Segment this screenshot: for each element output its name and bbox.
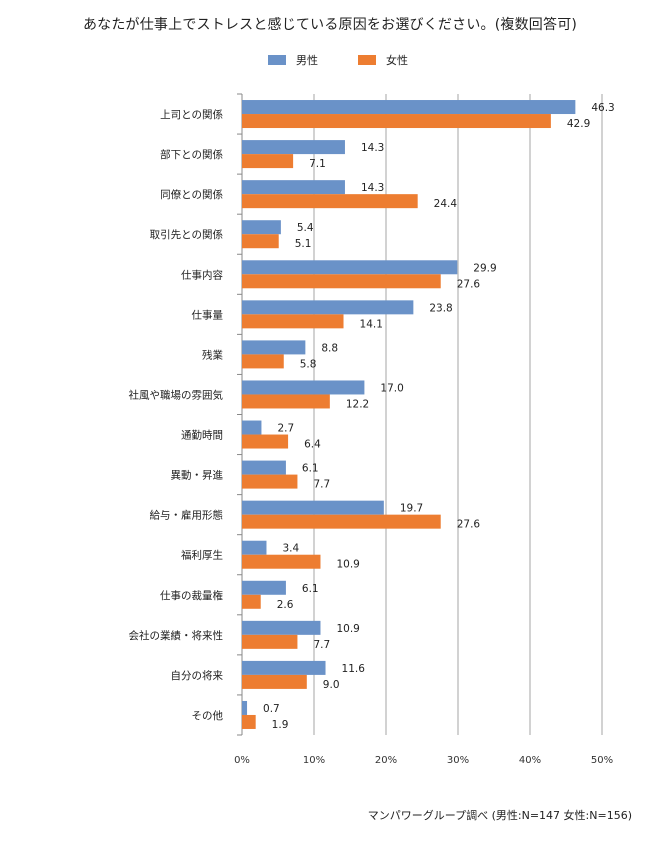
data-label-female: 2.6 — [277, 599, 294, 611]
bar-female — [242, 674, 307, 689]
category-label: 福利厚生 — [181, 549, 223, 562]
bar-female — [242, 234, 279, 249]
bar-female — [242, 514, 441, 529]
category-label: 仕事内容 — [181, 268, 223, 281]
legend: 男性 女性 — [0, 52, 660, 72]
category-label: 取引先との関係 — [150, 228, 223, 241]
bar-female — [242, 394, 330, 409]
bar-male — [242, 500, 384, 515]
bar-chart: 0% 10% 20% 30% 40% 50% 上司との関係 46.342.9 部下との関係 14.… — [129, 93, 615, 766]
bar-female — [242, 634, 298, 649]
data-label-female: 7.7 — [313, 479, 330, 491]
data-label-female: 1.9 — [272, 719, 289, 731]
bar-male — [242, 660, 326, 675]
data-label-female: 5.1 — [295, 238, 312, 250]
bar-female — [242, 594, 261, 609]
data-label-female: 14.1 — [360, 318, 383, 330]
data-label-female: 12.2 — [346, 398, 369, 410]
data-label-male: 5.4 — [297, 222, 314, 234]
data-label-female: 24.4 — [434, 198, 458, 210]
category-label: 給与・雇用形態 — [150, 509, 224, 522]
category-label: 部下との関係 — [160, 148, 223, 161]
category-label: その他 — [192, 709, 224, 722]
data-label-male: 23.8 — [429, 302, 452, 314]
data-label-male: 29.9 — [473, 262, 496, 274]
x-tick-label: 0% — [234, 755, 250, 766]
data-label-male: 6.1 — [302, 463, 319, 475]
bar-female — [242, 194, 418, 209]
legend-swatch-female — [358, 55, 376, 65]
bar-male — [242, 220, 281, 235]
bar-female — [242, 154, 294, 169]
x-tick-label: 50% — [591, 755, 613, 766]
bar-female — [242, 354, 284, 369]
x-tick-label: 20% — [375, 755, 397, 766]
bar-male — [242, 700, 248, 715]
bar-male — [242, 540, 267, 555]
data-label-male: 2.7 — [277, 423, 294, 435]
bar-female — [242, 314, 344, 329]
data-label-female: 9.0 — [323, 679, 340, 691]
bar-male — [242, 460, 286, 475]
data-label-male: 17.0 — [380, 382, 403, 394]
data-label-female: 27.6 — [457, 278, 481, 290]
data-label-male: 46.3 — [591, 102, 614, 114]
data-label-female: 7.7 — [313, 639, 330, 651]
category-label: 仕事量 — [192, 308, 224, 321]
category-label: 残業 — [202, 348, 223, 361]
data-label-male: 10.9 — [336, 623, 359, 635]
bar-male — [242, 420, 262, 435]
legend-label-male: 男性 — [296, 54, 318, 67]
data-label-male: 14.3 — [361, 142, 384, 154]
category-label: 会社の業績・将来性 — [129, 629, 224, 642]
bar-male — [242, 260, 458, 275]
x-tick-label: 30% — [447, 755, 469, 766]
category-label: 自分の将来 — [171, 669, 224, 682]
data-label-female: 5.8 — [300, 358, 317, 370]
data-label-male: 3.4 — [282, 543, 299, 555]
data-label-female: 6.4 — [304, 439, 321, 451]
data-label-male: 19.7 — [400, 503, 423, 515]
x-tick-label: 40% — [519, 755, 541, 766]
category-label: 通勤時間 — [181, 429, 223, 442]
chart-title: あなたが仕事上でストレスと感じている原因をお選びください。(複数回答可) — [82, 17, 578, 33]
legend-swatch-male — [268, 55, 286, 65]
category-label: 異動・昇進 — [171, 469, 224, 482]
bar-female — [242, 114, 551, 129]
source-note: マンパワーグループ調べ (男性:N=147 女性:N=156) — [367, 809, 632, 822]
bar-male — [242, 620, 321, 635]
bar-female — [242, 474, 298, 489]
legend-item-male: 男性 — [268, 52, 318, 68]
data-label-male: 0.7 — [263, 703, 280, 715]
legend-item-female: 女性 — [358, 52, 408, 68]
bar-female — [242, 554, 321, 569]
bar-female — [242, 434, 289, 449]
data-label-male: 14.3 — [361, 182, 384, 194]
data-label-male: 6.1 — [302, 583, 319, 595]
bar-female — [242, 274, 441, 289]
data-label-female: 27.6 — [457, 519, 481, 531]
bar-male — [242, 580, 286, 595]
data-label-female: 7.1 — [309, 158, 326, 170]
legend-label-female: 女性 — [386, 54, 408, 67]
bar-male — [242, 380, 365, 395]
bar-male — [242, 180, 345, 195]
data-label-female: 42.9 — [567, 118, 590, 130]
category-label: 社風や職場の雰囲気 — [129, 388, 224, 401]
data-label-male: 11.6 — [342, 663, 366, 675]
bar-male — [242, 100, 576, 115]
x-tick-label: 10% — [303, 755, 325, 766]
bar-male — [242, 300, 414, 315]
category-label: 上司との関係 — [160, 109, 223, 121]
data-label-female: 10.9 — [336, 559, 359, 571]
bar-male — [242, 340, 306, 355]
category-label: 同僚との関係 — [160, 188, 223, 201]
data-label-male: 8.8 — [321, 342, 338, 354]
bar-female — [242, 714, 256, 729]
category-label: 仕事の裁量権 — [160, 589, 223, 602]
bar-male — [242, 140, 345, 155]
